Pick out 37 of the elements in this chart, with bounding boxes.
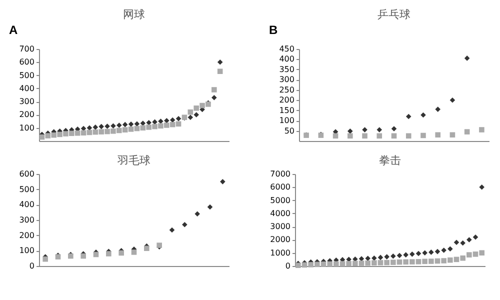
y-tick-label: 200 (19, 230, 34, 240)
y-tick-label: 250 (279, 85, 294, 94)
y-tick-label: 400 (19, 200, 34, 210)
y-tick-label: 100 (19, 246, 34, 256)
chart-title: 网球 (123, 8, 145, 21)
chart-title: 羽毛球 (118, 154, 150, 167)
y-tick-label: 600 (19, 170, 34, 178)
y-tick-label: 400 (19, 84, 34, 93)
y-tick-label: 2000 (270, 235, 290, 244)
y-tick-label: 50 (284, 126, 294, 136)
y-tick-label: 500 (19, 70, 34, 80)
y-tick-label: 150 (279, 106, 294, 115)
y-tick-label: 300 (19, 97, 34, 106)
y-tick-label: 450 (279, 44, 294, 54)
y-tick-label: 3000 (270, 222, 290, 232)
y-tick-label: 0 (29, 262, 34, 270)
y-tick-label: 4000 (270, 208, 290, 218)
y-tick-label: 100 (19, 123, 34, 132)
chart-title: 乒乓球 (378, 8, 410, 21)
y-tick-label: 0 (285, 262, 290, 270)
y-tick-label: 600 (19, 58, 34, 67)
chart-subtitle: A (9, 23, 18, 37)
y-tick-label: 100 (279, 116, 294, 126)
y-tick-label: 500 (19, 184, 34, 194)
y-tick-label: 5000 (270, 196, 290, 205)
y-tick-label: 200 (19, 110, 34, 120)
y-tick-label: 300 (279, 75, 294, 84)
y-tick-label: 700 (19, 44, 34, 54)
chart-title: 拳击 (379, 154, 401, 167)
y-tick-label: 400 (279, 54, 294, 64)
y-tick-label: 350 (279, 64, 294, 74)
y-tick-label: 1000 (270, 248, 290, 258)
y-tick-label: 7000 (270, 170, 290, 178)
chart-subtitle: B (269, 23, 278, 37)
y-tick-label: 200 (279, 96, 294, 105)
y-tick-label: 300 (19, 216, 34, 224)
y-tick-label: 6000 (270, 182, 290, 192)
